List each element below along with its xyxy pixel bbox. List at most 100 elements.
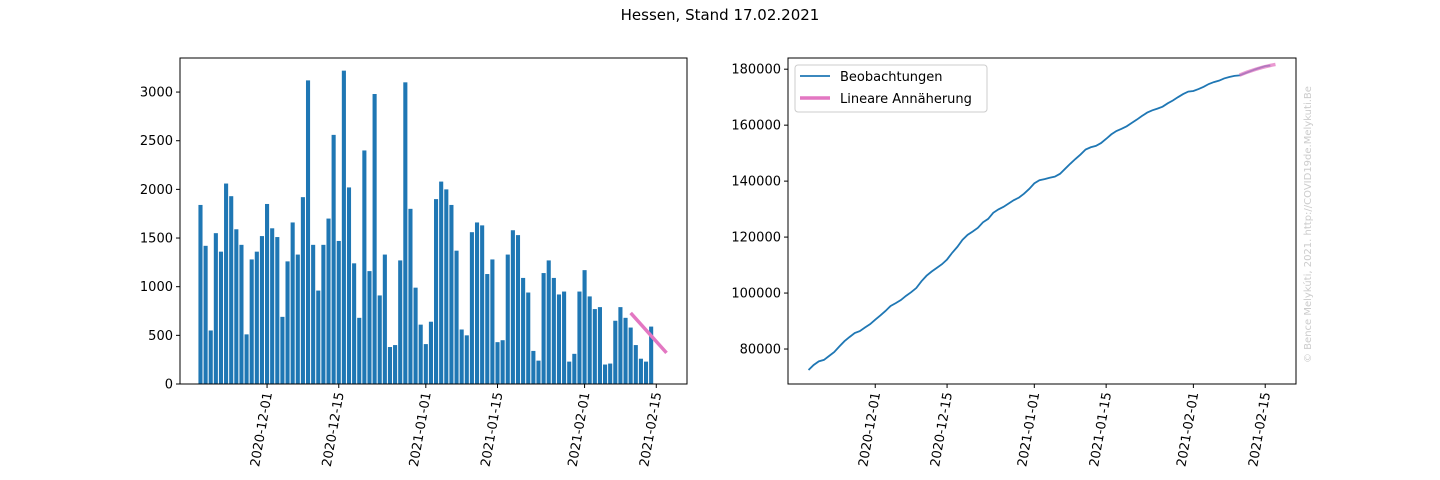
- bar: [213, 233, 218, 384]
- bar: [582, 270, 587, 384]
- bar: [198, 204, 203, 384]
- bar: [526, 292, 531, 384]
- legend: Beobachtungen Lineare Annäherung: [794, 64, 988, 113]
- right-ytick-label: 140000: [731, 175, 781, 190]
- bar: [572, 353, 577, 384]
- bar: [469, 232, 474, 384]
- bar: [408, 208, 413, 384]
- left-xtick-label: 2021-01-15: [479, 391, 507, 468]
- bar: [239, 244, 244, 384]
- bar: [536, 360, 541, 384]
- bar: [546, 260, 551, 384]
- bar: [377, 295, 382, 384]
- bar: [459, 329, 464, 384]
- bar: [326, 218, 331, 384]
- bar: [229, 196, 234, 384]
- bar: [341, 70, 346, 384]
- left-ytick-label: 2500: [140, 134, 173, 149]
- bar: [608, 363, 613, 384]
- bar: [531, 350, 536, 384]
- bar: [551, 277, 556, 384]
- bar: [439, 181, 444, 384]
- bar: [597, 307, 602, 384]
- bar: [224, 183, 229, 384]
- bar: [628, 327, 633, 384]
- bar: [352, 263, 357, 384]
- bar: [259, 236, 264, 384]
- right-xtick-label: 2021-01-01: [1015, 391, 1043, 468]
- bar: [300, 197, 305, 384]
- bar: [567, 361, 572, 384]
- bar: [387, 347, 393, 384]
- right-ytick-label: 180000: [731, 63, 781, 78]
- bar: [490, 259, 495, 384]
- bar: [464, 335, 469, 384]
- bar: [618, 307, 623, 384]
- right-ytick-label: 100000: [731, 287, 781, 302]
- bar: [434, 199, 439, 384]
- legend-label-observations: Beobachtungen: [840, 70, 943, 85]
- bar: [346, 187, 352, 384]
- bar: [203, 245, 208, 384]
- bar: [444, 189, 449, 384]
- bar: [454, 250, 459, 384]
- left-xtick-label: 2020-12-15: [320, 391, 348, 468]
- bar: [372, 94, 377, 384]
- right-xtick-label: 2020-12-01: [856, 391, 884, 468]
- left-xtick-label: 2021-02-15: [637, 391, 665, 468]
- bar: [398, 260, 403, 384]
- bar: [643, 361, 649, 384]
- bar: [577, 291, 582, 384]
- legend-label-fit: Lineare Annäherung: [840, 92, 972, 107]
- bar: [510, 230, 515, 384]
- bar: [541, 273, 546, 384]
- bar: [295, 254, 300, 384]
- bar: [603, 364, 608, 384]
- bar: [311, 244, 316, 384]
- bar: [633, 345, 638, 384]
- bar: [413, 287, 418, 384]
- bar: [357, 317, 362, 384]
- bar: [285, 261, 290, 384]
- bar: [500, 340, 505, 384]
- right-ytick-label: 160000: [731, 119, 781, 134]
- fit-line: [1238, 62, 1276, 77]
- bar: [234, 229, 239, 384]
- right-ytick-label: 120000: [731, 231, 781, 246]
- observation-line: [807, 64, 1271, 371]
- bar: [418, 324, 423, 384]
- bar: [280, 316, 285, 384]
- bar: [305, 80, 311, 385]
- left-ytick-label: 500: [148, 329, 173, 344]
- bar: [208, 330, 213, 384]
- bar-fit-line: [629, 311, 668, 355]
- bar: [592, 309, 597, 384]
- bar: [480, 225, 485, 384]
- left-ytick-label: 3000: [140, 86, 173, 101]
- bar: [249, 259, 254, 384]
- bar: [449, 204, 454, 384]
- bar: [265, 203, 270, 384]
- right-line-chart: 80000 100000 120000 140000 160000 180000 2020-…: [731, 57, 1297, 468]
- bar: [521, 277, 526, 384]
- left-xtick-label: 2021-02-01: [566, 391, 594, 468]
- right-ytick-label: 80000: [740, 343, 781, 358]
- left-ytick-label: 0: [165, 378, 173, 393]
- bar: [649, 326, 654, 384]
- bar: [393, 345, 398, 384]
- bar: [367, 271, 372, 384]
- bar: [423, 344, 428, 384]
- left-ytick-label: 1000: [140, 280, 173, 295]
- left-bar-chart: 0 500 1000 1500 2000 2500 3000 2020-12-01 2020-1…: [140, 57, 688, 468]
- bar: [587, 296, 592, 384]
- left-ytick-label: 1500: [140, 232, 173, 247]
- bar: [270, 228, 275, 384]
- right-xtick-label: 2021-02-15: [1246, 391, 1274, 468]
- page-title: Hessen, Stand 17.02.2021: [620, 6, 820, 24]
- bar: [485, 274, 490, 384]
- bar: [218, 251, 224, 384]
- bar: [244, 334, 249, 384]
- bar: [321, 244, 326, 384]
- bar: [495, 342, 500, 384]
- bar: [505, 254, 510, 384]
